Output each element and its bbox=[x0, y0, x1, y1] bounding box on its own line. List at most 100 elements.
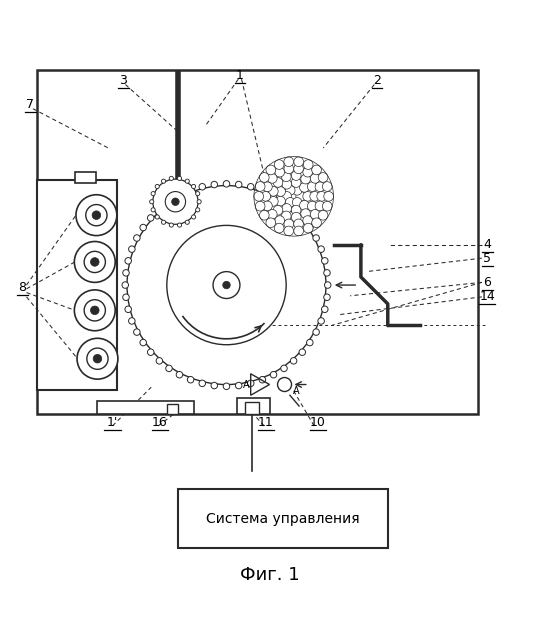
Circle shape bbox=[307, 339, 313, 346]
Circle shape bbox=[156, 358, 163, 364]
Circle shape bbox=[259, 376, 266, 383]
Circle shape bbox=[123, 269, 129, 276]
Circle shape bbox=[284, 157, 294, 166]
Text: 1: 1 bbox=[236, 69, 244, 82]
Circle shape bbox=[266, 165, 275, 175]
Text: 10: 10 bbox=[310, 415, 326, 429]
Circle shape bbox=[310, 191, 320, 201]
Circle shape bbox=[151, 191, 155, 196]
Circle shape bbox=[188, 187, 194, 194]
Circle shape bbox=[77, 339, 118, 379]
Bar bbox=[245, 403, 259, 414]
Text: 4: 4 bbox=[483, 238, 491, 252]
Circle shape bbox=[262, 182, 272, 191]
Circle shape bbox=[91, 258, 99, 266]
Circle shape bbox=[255, 182, 265, 191]
Circle shape bbox=[322, 257, 328, 264]
Text: 11: 11 bbox=[258, 415, 274, 429]
Text: A: A bbox=[243, 380, 249, 390]
Circle shape bbox=[284, 226, 294, 236]
Text: Система управления: Система управления bbox=[206, 512, 360, 526]
Text: Фиг. 1: Фиг. 1 bbox=[240, 566, 299, 584]
Circle shape bbox=[282, 179, 292, 189]
Circle shape bbox=[266, 218, 275, 228]
Circle shape bbox=[92, 211, 101, 220]
Circle shape bbox=[275, 216, 285, 225]
Circle shape bbox=[165, 198, 172, 205]
Circle shape bbox=[255, 202, 265, 211]
Circle shape bbox=[86, 205, 107, 226]
Circle shape bbox=[247, 184, 254, 190]
Circle shape bbox=[267, 209, 277, 219]
Circle shape bbox=[294, 219, 303, 228]
Circle shape bbox=[127, 186, 326, 385]
Text: 6: 6 bbox=[483, 276, 491, 289]
Circle shape bbox=[213, 271, 240, 298]
Circle shape bbox=[324, 269, 330, 276]
Circle shape bbox=[151, 208, 155, 212]
Circle shape bbox=[91, 306, 99, 315]
Circle shape bbox=[281, 211, 291, 221]
Text: 8: 8 bbox=[18, 281, 26, 294]
Circle shape bbox=[191, 184, 196, 189]
Circle shape bbox=[125, 306, 132, 312]
Circle shape bbox=[185, 179, 189, 183]
Circle shape bbox=[315, 201, 325, 211]
Circle shape bbox=[307, 182, 317, 191]
Text: 5: 5 bbox=[483, 252, 491, 265]
Circle shape bbox=[292, 186, 302, 195]
Circle shape bbox=[300, 182, 309, 192]
Circle shape bbox=[303, 191, 313, 201]
Circle shape bbox=[291, 178, 301, 188]
Circle shape bbox=[275, 167, 285, 177]
Circle shape bbox=[74, 290, 115, 331]
Circle shape bbox=[129, 246, 135, 252]
Text: 14: 14 bbox=[479, 291, 495, 303]
Circle shape bbox=[281, 198, 287, 205]
Circle shape bbox=[196, 191, 200, 196]
Circle shape bbox=[259, 187, 266, 194]
Text: 2: 2 bbox=[373, 74, 381, 87]
Circle shape bbox=[313, 235, 320, 241]
Circle shape bbox=[291, 358, 297, 364]
Circle shape bbox=[196, 208, 200, 212]
Circle shape bbox=[276, 196, 285, 206]
Circle shape bbox=[273, 178, 283, 188]
Circle shape bbox=[188, 376, 194, 383]
Circle shape bbox=[273, 205, 283, 215]
Circle shape bbox=[292, 171, 301, 180]
Circle shape bbox=[276, 187, 285, 196]
Circle shape bbox=[259, 211, 269, 220]
Circle shape bbox=[177, 223, 182, 227]
Circle shape bbox=[274, 160, 284, 170]
Circle shape bbox=[125, 257, 132, 264]
Circle shape bbox=[310, 173, 320, 183]
Circle shape bbox=[282, 191, 292, 201]
Circle shape bbox=[259, 173, 269, 182]
Circle shape bbox=[211, 181, 218, 188]
Circle shape bbox=[247, 380, 254, 387]
Circle shape bbox=[171, 198, 179, 205]
Circle shape bbox=[123, 294, 129, 301]
Circle shape bbox=[211, 382, 218, 389]
Circle shape bbox=[148, 214, 154, 221]
Circle shape bbox=[294, 164, 303, 173]
Circle shape bbox=[254, 191, 264, 201]
Circle shape bbox=[165, 191, 185, 212]
Circle shape bbox=[284, 164, 294, 173]
Circle shape bbox=[185, 220, 189, 225]
Circle shape bbox=[197, 200, 201, 204]
Circle shape bbox=[84, 252, 106, 273]
Circle shape bbox=[199, 380, 205, 387]
Text: A: A bbox=[293, 386, 299, 396]
Circle shape bbox=[318, 211, 328, 220]
Circle shape bbox=[191, 215, 196, 219]
Circle shape bbox=[313, 329, 320, 335]
Bar bbox=[37, 180, 117, 390]
Circle shape bbox=[261, 191, 271, 201]
Circle shape bbox=[270, 192, 277, 198]
Circle shape bbox=[140, 339, 147, 346]
Circle shape bbox=[140, 224, 147, 231]
Circle shape bbox=[176, 192, 183, 198]
Circle shape bbox=[268, 186, 278, 196]
